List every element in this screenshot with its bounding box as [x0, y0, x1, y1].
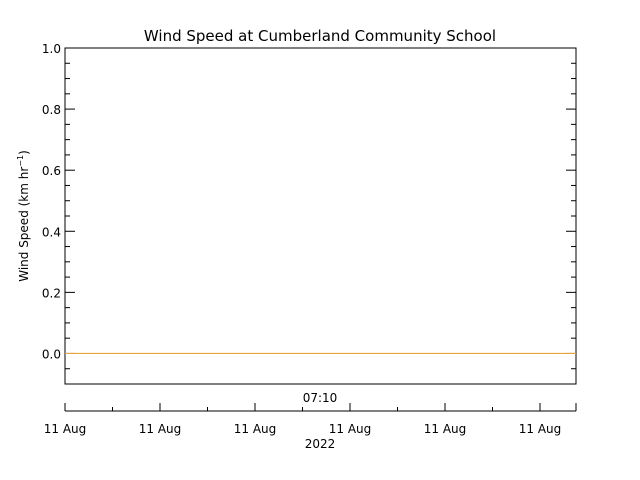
plot-border	[64, 47, 577, 385]
y-tick-label: 0.6	[42, 164, 61, 178]
x-tick-label: 11 Aug	[44, 422, 87, 436]
x-axis-time-label: 07:10	[303, 391, 338, 405]
plot-frame	[64, 47, 577, 385]
x-tick-label: 11 Aug	[139, 422, 182, 436]
y-axis-label: Wind Speed (km hr−1)	[16, 150, 31, 282]
y-axis-label-main: Wind Speed (km hr	[17, 167, 31, 282]
y-tick-label: 0.4	[42, 225, 61, 239]
x-axis-year-label: 2022	[305, 437, 336, 451]
y-axis-label-close: )	[17, 150, 31, 155]
x-tick-label: 11 Aug	[424, 422, 467, 436]
y-tick-label: 0.8	[42, 103, 61, 117]
y-tick-label: 0.0	[42, 347, 61, 361]
x-tick-label: 11 Aug	[329, 422, 372, 436]
chart-title: Wind Speed at Cumberland Community Schoo…	[144, 27, 496, 45]
y-tick-label: 1.0	[42, 42, 61, 56]
y-axis-label-superscript: −1	[16, 155, 25, 167]
y-axis-ticks: 0.0 0.2 0.4 0.6 0.8 1.0	[42, 42, 576, 385]
x-tick-label: 11 Aug	[519, 422, 562, 436]
x-tick-label: 11 Aug	[234, 422, 277, 436]
y-tick-label: 0.2	[42, 286, 61, 300]
x-axis-ticks: 11 Aug 11 Aug 11 Aug 11 Aug 11 Aug 11 Aug	[44, 403, 577, 436]
